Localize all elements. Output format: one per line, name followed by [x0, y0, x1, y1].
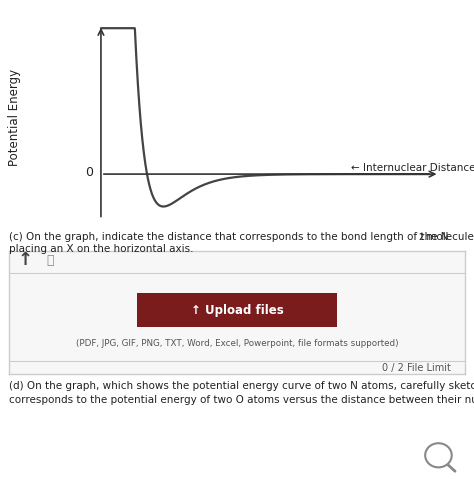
- Text: 2: 2: [419, 233, 424, 242]
- Text: corresponds to the potential energy of two O atoms versus the distance between t: corresponds to the potential energy of t…: [9, 395, 474, 405]
- Text: 0 / 2 File Limit: 0 / 2 File Limit: [382, 363, 451, 373]
- Text: (c) On the graph, indicate the distance that corresponds to the bond length of t: (c) On the graph, indicate the distance …: [9, 232, 449, 242]
- Text: (PDF, JPG, GIF, PNG, TXT, Word, Excel, Powerpoint, file formats supported): (PDF, JPG, GIF, PNG, TXT, Word, Excel, P…: [76, 340, 398, 348]
- Text: 0: 0: [85, 166, 93, 179]
- Text: placing an X on the horizontal axis.: placing an X on the horizontal axis.: [9, 244, 194, 254]
- Text: Potential Energy: Potential Energy: [8, 69, 21, 166]
- Text: ← Internuclear Distance: ← Internuclear Distance: [351, 163, 474, 173]
- Text: ⬜: ⬜: [46, 253, 54, 266]
- Text: ↑: ↑: [18, 251, 33, 269]
- Text: molecule by: molecule by: [423, 232, 474, 242]
- Text: (d) On the graph, which shows the potential energy curve of two N atoms, careful: (d) On the graph, which shows the potent…: [9, 381, 474, 391]
